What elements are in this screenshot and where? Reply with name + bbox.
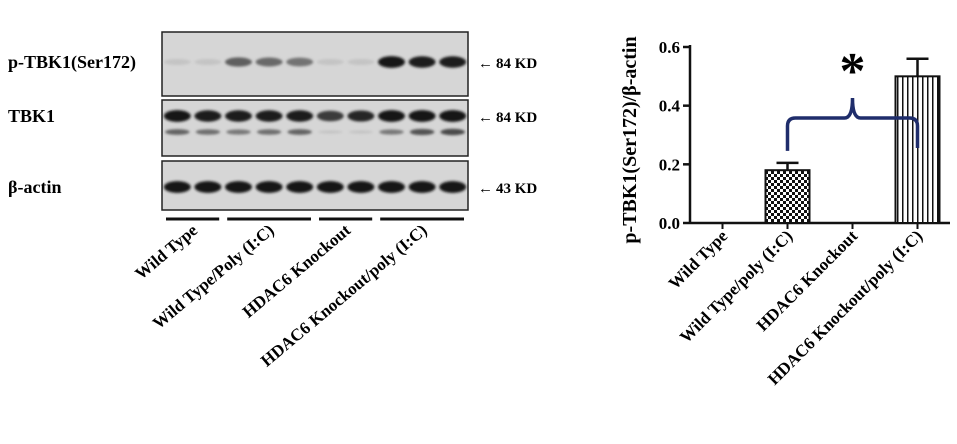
arrow-icon: ←: [478, 181, 493, 197]
arrow-icon: ←: [478, 110, 493, 126]
blot-band: [316, 110, 344, 122]
blot-band: [347, 110, 375, 122]
blot-band-lower: [409, 128, 435, 136]
blot-band: [408, 110, 436, 122]
blot-band: [439, 110, 467, 122]
significance-bracket: [785, 97, 920, 151]
blot-size-label: 84 KD: [496, 110, 537, 126]
blot-size-label: 84 KD: [496, 56, 537, 72]
blot-band-lower: [165, 129, 190, 135]
blot-band-lower: [440, 128, 465, 136]
bar: [764, 169, 811, 224]
x-tick-label: Wild Type/poly (I:C): [676, 226, 796, 346]
blot-row-label: p-TBK1(Ser172): [8, 52, 136, 73]
y-tick-label: 0.0: [659, 214, 680, 233]
blot-band: [286, 181, 314, 193]
blot-band: [347, 181, 375, 193]
blot-band: [378, 181, 405, 193]
blot-band: [286, 57, 314, 67]
blot-band-lower: [318, 130, 343, 134]
blot-band: [163, 58, 191, 66]
blot-band-lower: [256, 129, 282, 135]
significance-asterisk: *: [840, 43, 866, 100]
y-tick-label: 0.2: [659, 155, 680, 174]
y-tick-label: 0.4: [659, 97, 681, 116]
blot-band: [163, 181, 191, 193]
arrow-icon: ←: [478, 56, 493, 72]
blot-band: [408, 181, 436, 193]
blot-size-label: 43 KD: [496, 181, 537, 197]
blot-band-lower: [226, 129, 251, 135]
blot-band: [378, 56, 405, 68]
y-axis-label: p-TBK1(Ser172)/β-actin: [619, 36, 641, 243]
group-label: Wild Type: [131, 220, 201, 283]
blot-band: [378, 110, 405, 122]
bar-chart-panel: p-TBK1(Ser172)/β-actin 0.0 0.2 0.4 0.6 Wild …: [619, 36, 950, 389]
blot-band: [225, 110, 252, 122]
blot-band: [194, 181, 222, 193]
blot-band: [316, 181, 344, 193]
blot-strip-1: [161, 99, 469, 157]
blot-band: [194, 58, 222, 66]
blot-band: [408, 56, 436, 68]
blot-band-lower: [379, 129, 404, 135]
blot-band: [286, 110, 314, 122]
y-tick-label: 0.6: [659, 38, 680, 57]
blot-row-label: TBK1: [8, 106, 55, 126]
blot-band: [225, 57, 252, 67]
blot-band: [194, 110, 222, 122]
blot-band: [316, 58, 344, 66]
x-tick-label: Wild Type: [665, 226, 732, 293]
blot-band: [225, 181, 252, 193]
blot-band-lower: [348, 130, 374, 134]
blot-band-lower: [195, 129, 221, 135]
blot-band: [255, 181, 283, 193]
blot-band-lower: [287, 129, 312, 135]
blot-band: [439, 181, 467, 193]
blot-band: [347, 58, 375, 66]
blot-band: [163, 110, 191, 122]
blot-band: [255, 57, 283, 67]
blot-row-label: β-actin: [8, 177, 61, 197]
bar: [894, 75, 941, 225]
blot-band: [255, 110, 283, 122]
blot-band: [439, 56, 467, 68]
